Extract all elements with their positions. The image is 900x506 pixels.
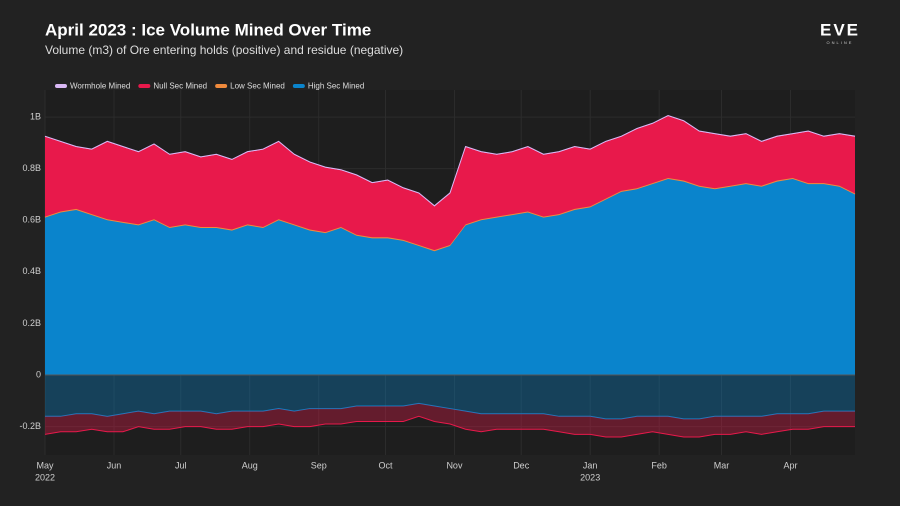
y-tick-label: 0.2B — [22, 318, 41, 328]
x-tick-label: Jan — [583, 460, 598, 470]
y-tick-label: 0.8B — [22, 163, 41, 173]
y-tick-label: 0.4B — [22, 266, 41, 276]
x-year-label: 2022 — [35, 472, 55, 482]
legend-swatch — [55, 84, 67, 88]
y-tick-label: -0.2B — [19, 421, 41, 431]
x-tick-label: Nov — [446, 460, 463, 470]
area-edge — [44, 114, 856, 207]
x-tick-label: Feb — [651, 460, 667, 470]
area-fill — [45, 178, 855, 376]
area-edge — [44, 415, 855, 438]
x-tick-label: Mar — [714, 460, 730, 470]
x-year-label: 2023 — [580, 472, 600, 482]
x-tick-label: Oct — [378, 460, 393, 470]
legend-label: High Sec Mined — [308, 82, 364, 91]
legend-label: Wormhole Mined — [70, 82, 130, 91]
x-tick-label: Apr — [783, 460, 797, 470]
area-fill — [45, 116, 855, 251]
legend-label: Null Sec Mined — [153, 82, 207, 91]
y-tick-label: 1B — [30, 111, 41, 121]
logo-title: EVE — [820, 20, 860, 39]
y-tick-label: 0.6B — [22, 215, 41, 225]
chart-subtitle: Volume (m3) of Ore entering holds (posit… — [45, 43, 403, 57]
chart-title: April 2023 : Ice Volume Mined Over Time — [45, 20, 371, 39]
x-tick-label: Jul — [175, 460, 187, 470]
x-tick-label: Sep — [311, 460, 327, 470]
legend-swatch — [138, 84, 151, 88]
x-tick-label: Jun — [107, 460, 122, 470]
area-fill — [45, 403, 855, 437]
x-tick-label: Dec — [513, 460, 530, 470]
legend-label: Low Sec Mined — [230, 82, 285, 91]
x-tick-label: Aug — [242, 460, 258, 470]
x-tick-label: May — [36, 460, 54, 470]
legend-swatch — [215, 84, 228, 88]
logo-subtitle: ONLINE — [827, 40, 854, 45]
legend-swatch — [292, 84, 305, 88]
area-edge — [45, 402, 855, 420]
area-fill — [45, 375, 855, 419]
y-tick-label: 0 — [36, 369, 41, 379]
